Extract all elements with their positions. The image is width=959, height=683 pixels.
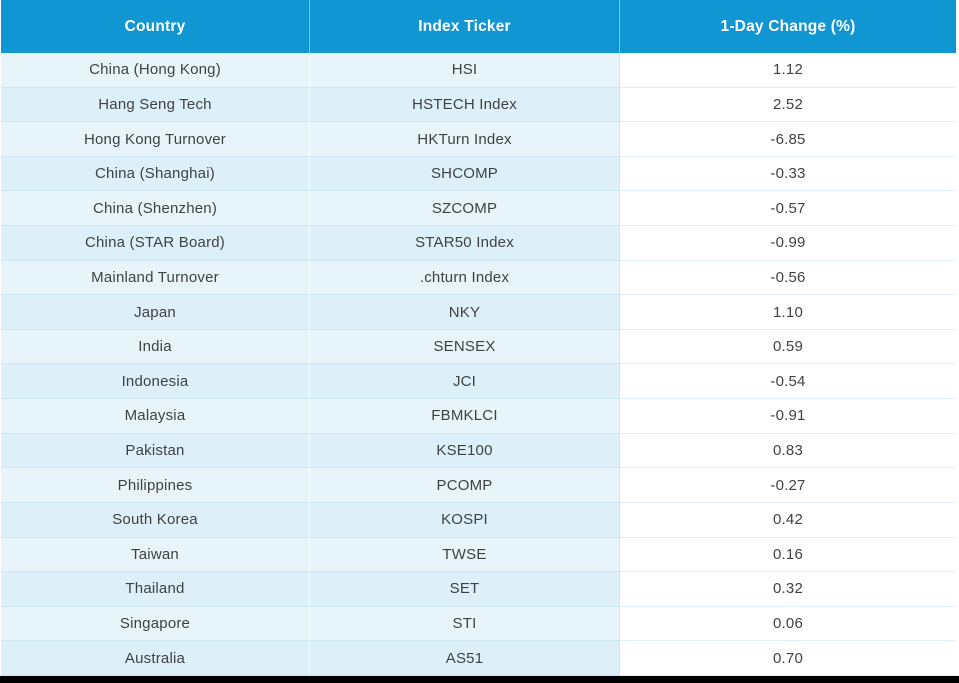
country-cell: China (Shenzhen) — [1, 191, 309, 227]
change-cell: -0.99 — [619, 226, 956, 261]
country-cell: China (Hong Kong) — [1, 53, 309, 88]
country-cell: China (STAR Board) — [1, 226, 309, 261]
country-cell: Mainland Turnover — [1, 260, 309, 296]
change-cell: 0.16 — [619, 537, 956, 573]
table-row: China (STAR Board) STAR50 Index -0.99 — [1, 226, 956, 261]
table-row: Singapore STI 0.06 — [1, 606, 956, 642]
country-cell: Australia — [1, 641, 309, 676]
table-row: Taiwan TWSE 0.16 — [1, 537, 956, 573]
change-cell: -0.57 — [619, 191, 956, 227]
table-row: Mainland Turnover .chturn Index -0.56 — [1, 260, 956, 296]
country-cell: China (Shanghai) — [1, 156, 309, 192]
ticker-cell: SENSEX — [309, 329, 619, 365]
table-row: Philippines PCOMP -0.27 — [1, 468, 956, 503]
country-cell: Thailand — [1, 572, 309, 607]
ticker-cell: PCOMP — [309, 468, 619, 503]
table-row: Hong Kong Turnover HKTurn Index -6.85 — [1, 122, 956, 157]
ticker-cell: SHCOMP — [309, 156, 619, 192]
ticker-cell: KSE100 — [309, 433, 619, 469]
change-cell: 0.42 — [619, 502, 956, 538]
change-cell: 0.70 — [619, 641, 956, 676]
country-cell: Japan — [1, 295, 309, 330]
ticker-cell: STAR50 Index — [309, 226, 619, 261]
table-row: Malaysia FBMKLCI -0.91 — [1, 399, 956, 434]
ticker-cell: HSI — [309, 53, 619, 88]
country-cell: India — [1, 329, 309, 365]
change-cell: 1.12 — [619, 53, 956, 88]
table-row: Japan NKY 1.10 — [1, 295, 956, 330]
table-header-row: Country Index Ticker 1-Day Change (%) — [1, 0, 956, 53]
bottom-border-bar — [0, 676, 959, 683]
change-cell: -6.85 — [619, 122, 956, 157]
table-row: China (Shanghai) SHCOMP -0.33 — [1, 156, 956, 192]
ticker-cell: HKTurn Index — [309, 122, 619, 157]
table-row: China (Shenzhen) SZCOMP -0.57 — [1, 191, 956, 227]
ticker-cell: TWSE — [309, 537, 619, 573]
table-row: Pakistan KSE100 0.83 — [1, 433, 956, 469]
country-cell: Hang Seng Tech — [1, 87, 309, 123]
change-cell: 0.06 — [619, 606, 956, 642]
table-row: Australia AS51 0.70 — [1, 641, 956, 676]
table-row: Indonesia JCI -0.54 — [1, 364, 956, 400]
table-row: China (Hong Kong) HSI 1.12 — [1, 53, 956, 88]
table-row: South Korea KOSPI 0.42 — [1, 502, 956, 538]
change-cell: 0.59 — [619, 329, 956, 365]
table-row: Hang Seng Tech HSTECH Index 2.52 — [1, 87, 956, 123]
ticker-cell: .chturn Index — [309, 260, 619, 296]
table-row: India SENSEX 0.59 — [1, 329, 956, 365]
change-cell: 2.52 — [619, 87, 956, 123]
country-cell: Hong Kong Turnover — [1, 122, 309, 157]
ticker-cell: KOSPI — [309, 502, 619, 538]
header-1-day-change: 1-Day Change (%) — [619, 0, 956, 53]
table-row: Thailand SET 0.32 — [1, 572, 956, 607]
change-cell: 1.10 — [619, 295, 956, 330]
country-cell: Pakistan — [1, 433, 309, 469]
header-index-ticker: Index Ticker — [309, 0, 619, 53]
change-cell: -0.54 — [619, 364, 956, 400]
change-cell: 0.32 — [619, 572, 956, 607]
ticker-cell: STI — [309, 606, 619, 642]
ticker-cell: SET — [309, 572, 619, 607]
country-cell: Philippines — [1, 468, 309, 503]
country-cell: Taiwan — [1, 537, 309, 573]
change-cell: 0.83 — [619, 433, 956, 469]
table-body: China (Hong Kong) HSI 1.12 Hang Seng Tec… — [1, 53, 956, 676]
ticker-cell: SZCOMP — [309, 191, 619, 227]
country-cell: South Korea — [1, 502, 309, 538]
country-cell: Indonesia — [1, 364, 309, 400]
country-cell: Singapore — [1, 606, 309, 642]
ticker-cell: HSTECH Index — [309, 87, 619, 123]
change-cell: -0.27 — [619, 468, 956, 503]
change-cell: -0.91 — [619, 399, 956, 434]
country-cell: Malaysia — [1, 399, 309, 434]
header-country: Country — [124, 17, 186, 35]
change-cell: -0.33 — [619, 156, 956, 192]
change-cell: -0.56 — [619, 260, 956, 296]
ticker-cell: FBMKLCI — [309, 399, 619, 434]
ticker-cell: JCI — [309, 364, 619, 400]
ticker-cell: AS51 — [309, 641, 619, 676]
ticker-cell: NKY — [309, 295, 619, 330]
